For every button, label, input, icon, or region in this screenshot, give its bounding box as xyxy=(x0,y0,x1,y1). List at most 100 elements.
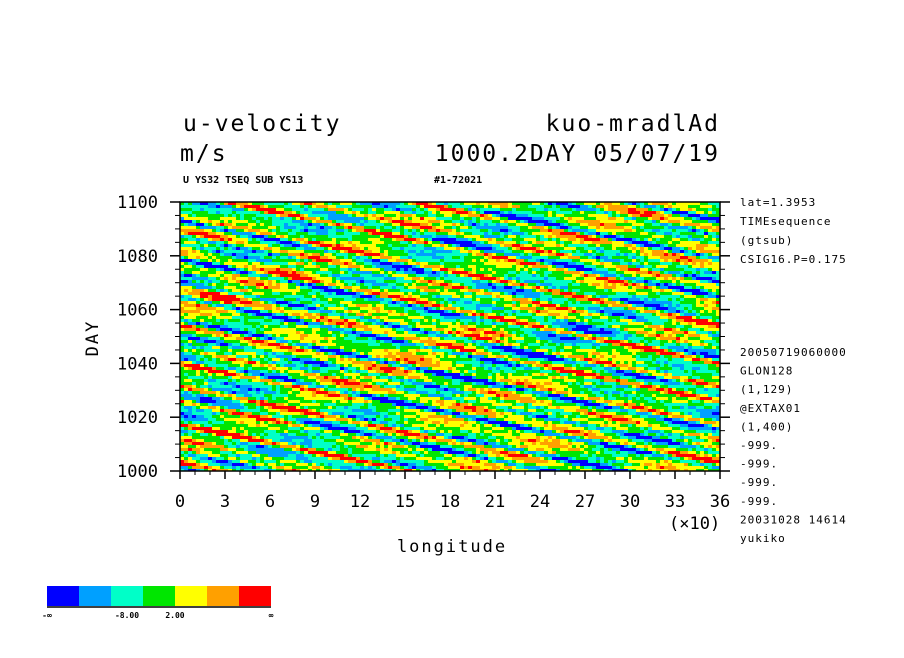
heatmap-cell xyxy=(684,265,689,269)
heatmap-cell xyxy=(204,217,209,221)
heatmap-cell xyxy=(692,250,697,254)
heatmap-cell xyxy=(532,250,537,254)
heatmap-cell xyxy=(680,277,685,281)
heatmap-cell xyxy=(320,274,325,278)
heatmap-cell xyxy=(620,211,625,215)
heatmap-cell xyxy=(308,286,313,290)
heatmap-cell xyxy=(320,232,325,236)
heatmap-cell xyxy=(180,253,185,257)
heatmap-cell xyxy=(428,271,433,275)
heatmap-cell xyxy=(596,310,601,314)
heatmap-cell xyxy=(672,205,677,209)
heatmap-cell xyxy=(628,310,633,314)
heatmap-cell xyxy=(688,244,693,248)
heatmap-cell xyxy=(576,271,581,275)
heatmap-cell xyxy=(196,274,201,278)
heatmap-cell xyxy=(504,238,509,242)
heatmap-cell xyxy=(640,280,645,284)
heatmap-cell xyxy=(588,265,593,269)
heatmap-cell xyxy=(408,265,413,269)
heatmap-cell xyxy=(256,271,261,275)
heatmap-cell xyxy=(212,202,217,206)
heatmap-cell xyxy=(360,223,365,227)
heatmap-cell xyxy=(304,211,309,215)
heatmap-cell xyxy=(532,232,537,236)
heatmap-cell xyxy=(596,202,601,206)
heatmap-cell xyxy=(624,298,629,302)
heatmap-cell xyxy=(336,271,341,275)
heatmap-cell xyxy=(328,205,333,209)
heatmap-cell xyxy=(192,220,197,224)
heatmap-cell xyxy=(328,241,333,245)
heatmap-cell xyxy=(576,235,581,239)
heatmap-cell xyxy=(276,241,281,245)
heatmap-cell xyxy=(364,265,369,269)
heatmap-cell xyxy=(528,268,533,272)
heatmap-cell xyxy=(520,289,525,293)
heatmap-cell xyxy=(188,235,193,239)
heatmap-cell xyxy=(476,223,481,227)
heatmap-cell xyxy=(692,280,697,284)
heatmap-cell xyxy=(596,262,601,266)
heatmap-cell xyxy=(268,286,273,290)
heatmap-cell xyxy=(232,295,237,299)
heatmap-cell xyxy=(420,283,425,287)
heatmap-cell xyxy=(484,214,489,218)
heatmap-cell xyxy=(648,286,653,290)
heatmap-cell xyxy=(388,244,393,248)
heatmap-cell xyxy=(276,214,281,218)
heatmap-cell xyxy=(644,253,649,257)
heatmap-cell xyxy=(620,214,625,218)
heatmap-cell xyxy=(512,205,517,209)
heatmap-cell xyxy=(200,220,205,224)
heatmap-cell xyxy=(512,286,517,290)
heatmap-cell xyxy=(548,301,553,305)
heatmap-cell xyxy=(508,304,513,308)
heatmap-cell xyxy=(520,271,525,275)
heatmap-cell xyxy=(228,229,233,233)
heatmap-cell xyxy=(320,205,325,209)
heatmap-cell xyxy=(540,274,545,278)
heatmap-cell xyxy=(452,214,457,218)
heatmap-cell xyxy=(264,292,269,296)
heatmap-cell xyxy=(572,241,577,245)
heatmap-cell xyxy=(380,214,385,218)
heatmap-cell xyxy=(584,226,589,230)
heatmap-cell xyxy=(544,289,549,293)
heatmap-cell xyxy=(364,310,369,314)
heatmap-cell xyxy=(652,208,657,212)
heatmap-cell xyxy=(348,247,353,251)
heatmap-cell xyxy=(384,283,389,287)
heatmap-cell xyxy=(280,283,285,287)
heatmap-cell xyxy=(460,211,465,215)
heatmap-cell xyxy=(204,298,209,302)
heatmap-cell xyxy=(424,307,429,311)
heatmap-cell xyxy=(660,217,665,221)
heatmap-cell xyxy=(692,202,697,206)
heatmap-cell xyxy=(524,223,529,227)
heatmap-cell xyxy=(588,253,593,257)
heatmap-cell xyxy=(280,295,285,299)
heatmap-cell xyxy=(204,208,209,212)
heatmap-cell xyxy=(532,286,537,290)
heatmap-cell xyxy=(612,214,617,218)
heatmap-cell xyxy=(464,304,469,308)
heatmap-cell xyxy=(388,259,393,263)
heatmap-cell xyxy=(340,292,345,296)
heatmap-cell xyxy=(584,235,589,239)
heatmap-cell xyxy=(576,307,581,311)
heatmap-cell xyxy=(684,286,689,290)
heatmap-cell xyxy=(328,250,333,254)
heatmap-cell xyxy=(528,241,533,245)
heatmap-cell xyxy=(220,223,225,227)
heatmap-cell xyxy=(448,229,453,233)
heatmap-cell xyxy=(420,295,425,299)
heatmap-cell xyxy=(400,292,405,296)
heatmap-cell xyxy=(468,271,473,275)
heatmap-cell xyxy=(360,307,365,311)
heatmap-cell xyxy=(448,310,453,314)
heatmap-cell xyxy=(200,217,205,221)
heatmap-cell xyxy=(628,238,633,242)
heatmap-cell xyxy=(472,280,477,284)
heatmap-cell xyxy=(376,280,381,284)
